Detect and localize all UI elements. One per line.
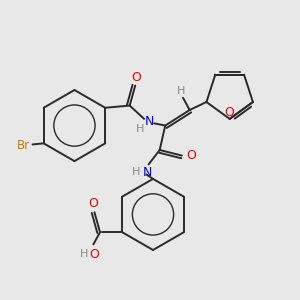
Text: H: H — [132, 167, 140, 177]
Text: N: N — [143, 166, 152, 179]
Text: O: O — [186, 149, 196, 162]
Text: O: O — [88, 197, 98, 210]
Text: O: O — [131, 71, 141, 84]
Text: H: H — [136, 124, 144, 134]
Text: O: O — [224, 106, 234, 119]
Text: O: O — [89, 248, 99, 261]
Text: Br: Br — [17, 139, 30, 152]
Text: H: H — [177, 86, 185, 96]
Text: H: H — [80, 249, 88, 260]
Text: N: N — [145, 115, 154, 128]
